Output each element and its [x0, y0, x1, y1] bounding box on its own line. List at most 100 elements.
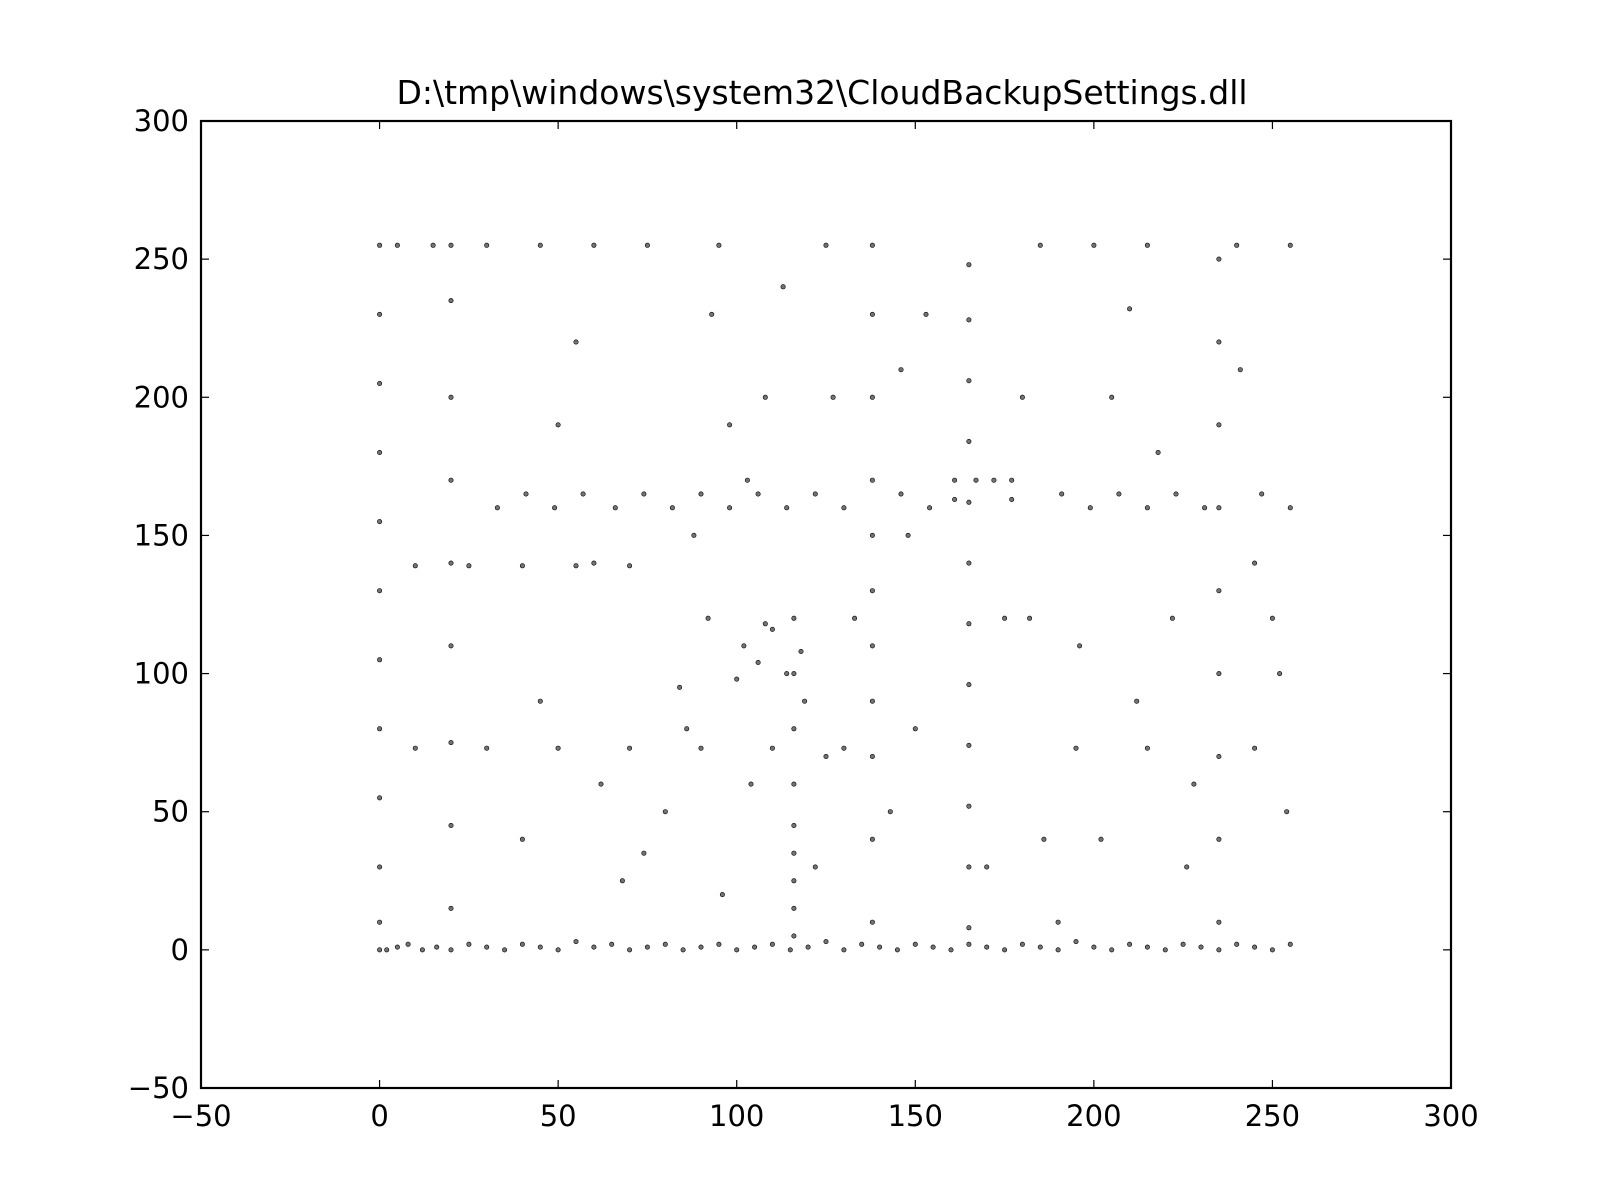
- scatter-point: [555, 422, 561, 428]
- scatter-point: [644, 242, 650, 248]
- scatter-point: [519, 941, 525, 947]
- scatter-point: [716, 242, 722, 248]
- scatter-point: [412, 563, 418, 569]
- scatter-point: [812, 491, 818, 497]
- scatter-point: [966, 864, 972, 870]
- scatter-point: [1073, 939, 1079, 945]
- scatter-point: [966, 317, 972, 323]
- scatter-point: [448, 905, 454, 911]
- scatter-point: [894, 947, 900, 953]
- scatter-point: [384, 947, 390, 953]
- scatter-point: [1019, 941, 1025, 947]
- scatter-point: [627, 947, 633, 953]
- scatter-point: [1098, 836, 1104, 842]
- scatter-point: [377, 657, 383, 663]
- scatter-point: [1252, 560, 1258, 566]
- scatter-point: [1216, 836, 1222, 842]
- scatter-point: [466, 563, 472, 569]
- x-tick-label: 50: [540, 1099, 577, 1133]
- scatter-point: [377, 588, 383, 594]
- scatter-point: [966, 682, 972, 688]
- scatter-point: [523, 491, 529, 497]
- scatter-point: [716, 941, 722, 947]
- scatter-point: [1087, 505, 1093, 511]
- scatter-point: [1216, 753, 1222, 759]
- scatter-point: [377, 380, 383, 386]
- scatter-point: [841, 745, 847, 751]
- scatter-point: [377, 519, 383, 525]
- scatter-point: [627, 563, 633, 569]
- scatter-point: [887, 809, 893, 815]
- scatter-point: [812, 864, 818, 870]
- scatter-point: [1037, 944, 1043, 950]
- scatter-point: [377, 726, 383, 732]
- scatter-point: [412, 745, 418, 751]
- scatter-point: [966, 560, 972, 566]
- scatter-point: [1191, 781, 1197, 787]
- y-tick-label: 50: [152, 795, 189, 829]
- scatter-point: [952, 496, 958, 502]
- scatter-point: [869, 242, 875, 248]
- scatter-point: [869, 836, 875, 842]
- scatter-point: [1127, 941, 1133, 947]
- scatter-point: [966, 925, 972, 931]
- scatter-point: [448, 822, 454, 828]
- chart-title: D:\tmp\windows\system32\CloudBackupSetti…: [396, 73, 1247, 112]
- scatter-point: [1055, 919, 1061, 925]
- x-tick-label: 150: [888, 1099, 943, 1133]
- scatter-point: [762, 621, 768, 627]
- scatter-point: [948, 947, 954, 953]
- scatter-point: [448, 643, 454, 649]
- scatter-point: [1009, 477, 1015, 483]
- scatter-point: [552, 505, 558, 511]
- scatter-point: [598, 781, 604, 787]
- scatter-point: [869, 698, 875, 704]
- scatter-point: [1184, 864, 1190, 870]
- scatter-point: [1144, 505, 1150, 511]
- scatter-point: [502, 947, 508, 953]
- scatter-point: [823, 242, 829, 248]
- scatter-point: [755, 659, 761, 665]
- scatter-point: [537, 698, 543, 704]
- scatter-point: [1144, 745, 1150, 751]
- scatter-point: [805, 944, 811, 950]
- scatter-point: [991, 477, 997, 483]
- scatter-point: [448, 947, 454, 953]
- scatter-point: [966, 378, 972, 384]
- y-tick-label: 100: [134, 657, 189, 691]
- scatter-point: [1234, 242, 1240, 248]
- scatter-point: [494, 505, 500, 511]
- scatter-point: [966, 742, 972, 748]
- scatter-point: [394, 944, 400, 950]
- scatter-point: [966, 262, 972, 268]
- scatter-point: [869, 753, 875, 759]
- scatter-point: [1002, 615, 1008, 621]
- scatter-point: [591, 944, 597, 950]
- scatter-point: [684, 726, 690, 732]
- scatter-point: [519, 563, 525, 569]
- scatter-point: [484, 242, 490, 248]
- scatter-point: [727, 422, 733, 428]
- scatter-point: [852, 615, 858, 621]
- y-tick-label: 200: [134, 380, 189, 414]
- scatter-point: [802, 698, 808, 704]
- x-tick-label: −50: [170, 1099, 231, 1133]
- scatter-point: [966, 621, 972, 627]
- scatter-point: [669, 505, 675, 511]
- scatter-point: [912, 941, 918, 947]
- scatter-point: [1041, 836, 1047, 842]
- scatter-point: [1091, 242, 1097, 248]
- scatter-point: [791, 781, 797, 787]
- scatter-point: [769, 941, 775, 947]
- scatter-point: [698, 745, 704, 751]
- scatter-point: [769, 745, 775, 751]
- scatter-point: [484, 944, 490, 950]
- x-tick-label: 200: [1066, 1099, 1121, 1133]
- scatter-point: [448, 242, 454, 248]
- scatter-point: [984, 864, 990, 870]
- scatter-point: [966, 438, 972, 444]
- scatter-point: [591, 560, 597, 566]
- scatter-point: [1287, 242, 1293, 248]
- scatter-point: [869, 477, 875, 483]
